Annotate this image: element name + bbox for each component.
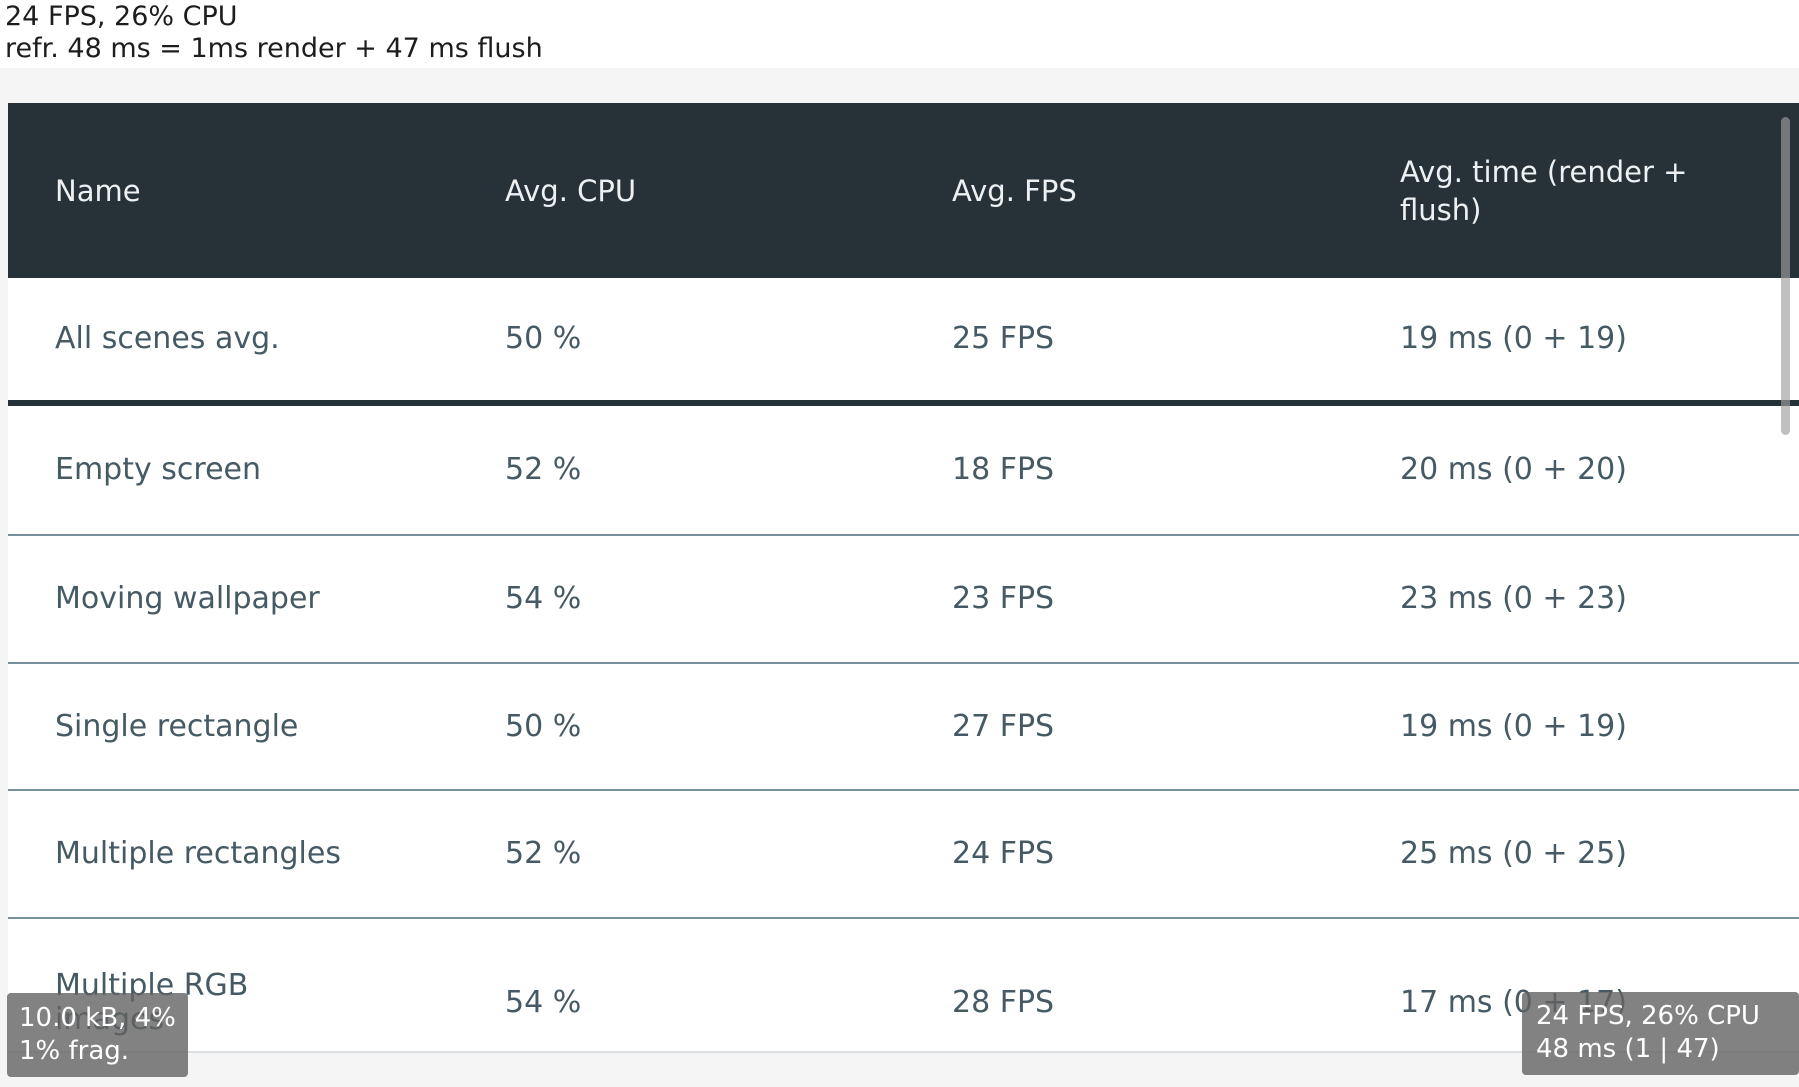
column-header-name: Name bbox=[55, 173, 141, 208]
cell-name: Multiple rectangles bbox=[55, 836, 341, 871]
cell-avg-cpu: 50 % bbox=[505, 708, 582, 744]
fps-cpu-overlay: 24 FPS, 26% CPU 48 ms (1 | 47) bbox=[1522, 992, 1799, 1075]
table-row: Multiple rectangles 52 % 24 FPS 25 ms (0… bbox=[8, 789, 1799, 917]
benchmark-results-table: Name Avg. CPU Avg. FPS Avg. time (render + … bbox=[8, 103, 1799, 1053]
cell-avg-time: 20 ms (0 + 20) bbox=[1400, 452, 1627, 487]
cell-name: Single rectangle bbox=[55, 708, 299, 744]
cell-avg-cpu: 54 % bbox=[505, 985, 582, 1020]
cell-avg-cpu: 52 % bbox=[505, 836, 582, 871]
table-row: All scenes avg. 50 % 25 FPS 19 ms (0 + 1… bbox=[8, 278, 1799, 406]
cell-avg-cpu: 50 % bbox=[505, 321, 582, 356]
column-header-fps: Avg. FPS bbox=[952, 173, 1077, 208]
status-line-fps-cpu: 24 FPS, 26% CPU bbox=[5, 1, 238, 32]
cell-avg-fps: 18 FPS bbox=[952, 452, 1055, 487]
vertical-scrollbar-thumb[interactable] bbox=[1781, 117, 1790, 435]
cell-avg-fps: 24 FPS bbox=[952, 836, 1055, 871]
fps-overlay-line1: 24 FPS, 26% CPU bbox=[1536, 1001, 1760, 1031]
cell-avg-fps: 25 FPS bbox=[952, 321, 1055, 356]
memory-usage-overlay: 10.0 kB, 4% 1% frag. bbox=[7, 993, 188, 1077]
cell-avg-time: 19 ms (0 + 19) bbox=[1400, 708, 1627, 744]
cell-avg-time: 19 ms (0 + 19) bbox=[1400, 321, 1627, 356]
table-row: Empty screen 52 % 18 FPS 20 ms (0 + 20) bbox=[8, 406, 1799, 534]
cell-name: Moving wallpaper bbox=[55, 581, 320, 616]
cell-avg-time: 25 ms (0 + 25) bbox=[1400, 836, 1627, 871]
table-row: Single rectangle 50 % 27 FPS 19 ms (0 + … bbox=[8, 662, 1799, 789]
cell-avg-fps: 23 FPS bbox=[952, 581, 1055, 616]
column-header-cpu: Avg. CPU bbox=[505, 173, 637, 208]
memory-overlay-line2: 1% frag. bbox=[19, 1036, 130, 1066]
cell-avg-cpu: 52 % bbox=[505, 452, 582, 487]
cell-avg-time: 23 ms (0 + 23) bbox=[1400, 581, 1627, 616]
table-row: Moving wallpaper 54 % 23 FPS 23 ms (0 + … bbox=[8, 534, 1799, 662]
status-bar: 24 FPS, 26% CPU refr. 48 ms = 1ms render… bbox=[0, 0, 1799, 68]
column-header-time: Avg. time (render + flush) bbox=[1400, 154, 1688, 227]
fps-overlay-line2: 48 ms (1 | 47) bbox=[1536, 1034, 1720, 1064]
cell-name: Empty screen bbox=[55, 452, 262, 487]
cell-avg-fps: 27 FPS bbox=[952, 708, 1055, 744]
cell-avg-cpu: 54 % bbox=[505, 581, 582, 616]
table-body: All scenes avg. 50 % 25 FPS 19 ms (0 + 1… bbox=[8, 278, 1799, 1051]
cell-name: All scenes avg. bbox=[55, 321, 280, 356]
cell-avg-fps: 28 FPS bbox=[952, 985, 1055, 1020]
status-line-refresh: refr. 48 ms = 1ms render + 47 ms flush bbox=[5, 33, 543, 64]
table-row: Multiple RGB images 54 % 28 FPS 17 ms (0… bbox=[8, 917, 1799, 1051]
memory-overlay-line1: 10.0 kB, 4% bbox=[19, 1003, 176, 1033]
table-header-row: Name Avg. CPU Avg. FPS Avg. time (render + … bbox=[8, 103, 1799, 278]
